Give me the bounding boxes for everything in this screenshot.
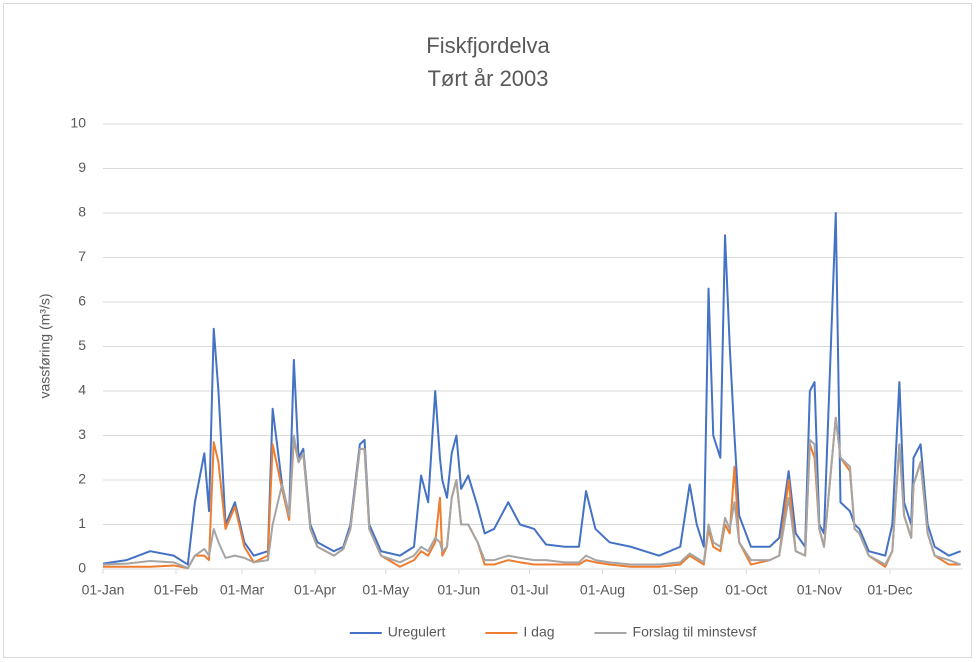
x-tick-label: 01-Jan [82, 582, 125, 598]
x-tick-label: 01-Oct [725, 582, 767, 598]
legend-label: Forslag til minstevsf [633, 624, 757, 640]
legend-label: I dag [523, 624, 554, 640]
series-line [102, 212, 961, 566]
series-line [102, 416, 961, 570]
y-tick-label: 9 [78, 159, 86, 175]
x-tick-label: 01-Sep [653, 582, 698, 598]
chart-subtitle: Tørt år 2003 [427, 66, 548, 91]
y-tick-label: 8 [78, 204, 86, 220]
y-tick-label: 1 [78, 515, 86, 531]
x-tick-label: 01-Feb [154, 582, 199, 598]
chart-frame [3, 3, 972, 658]
legend-label: Uregulert [388, 624, 446, 640]
x-tick-label: 01-Jul [510, 582, 548, 598]
x-tick-label: 01-Dec [867, 582, 912, 598]
x-tick-label: 01-Apr [294, 582, 336, 598]
y-tick-label: 5 [78, 337, 86, 353]
y-tick-label: 6 [78, 293, 86, 309]
x-tick-label: 01-Mar [220, 582, 265, 598]
y-tick-label: 10 [70, 115, 86, 131]
chart-title: Fiskfjordelva [426, 33, 550, 58]
x-tick-label: 01-May [362, 582, 409, 598]
x-tick-label: 01-Jun [437, 582, 480, 598]
y-tick-label: 4 [78, 382, 86, 398]
y-tick-label: 0 [78, 560, 86, 576]
y-tick-label: 7 [78, 248, 86, 264]
y-tick-label: 3 [78, 426, 86, 442]
y-axis-label: vassføring (m³/s) [37, 294, 53, 399]
x-tick-label: 01-Nov [797, 582, 842, 598]
y-tick-label: 2 [78, 471, 86, 487]
x-tick-label: 01-Aug [580, 582, 625, 598]
